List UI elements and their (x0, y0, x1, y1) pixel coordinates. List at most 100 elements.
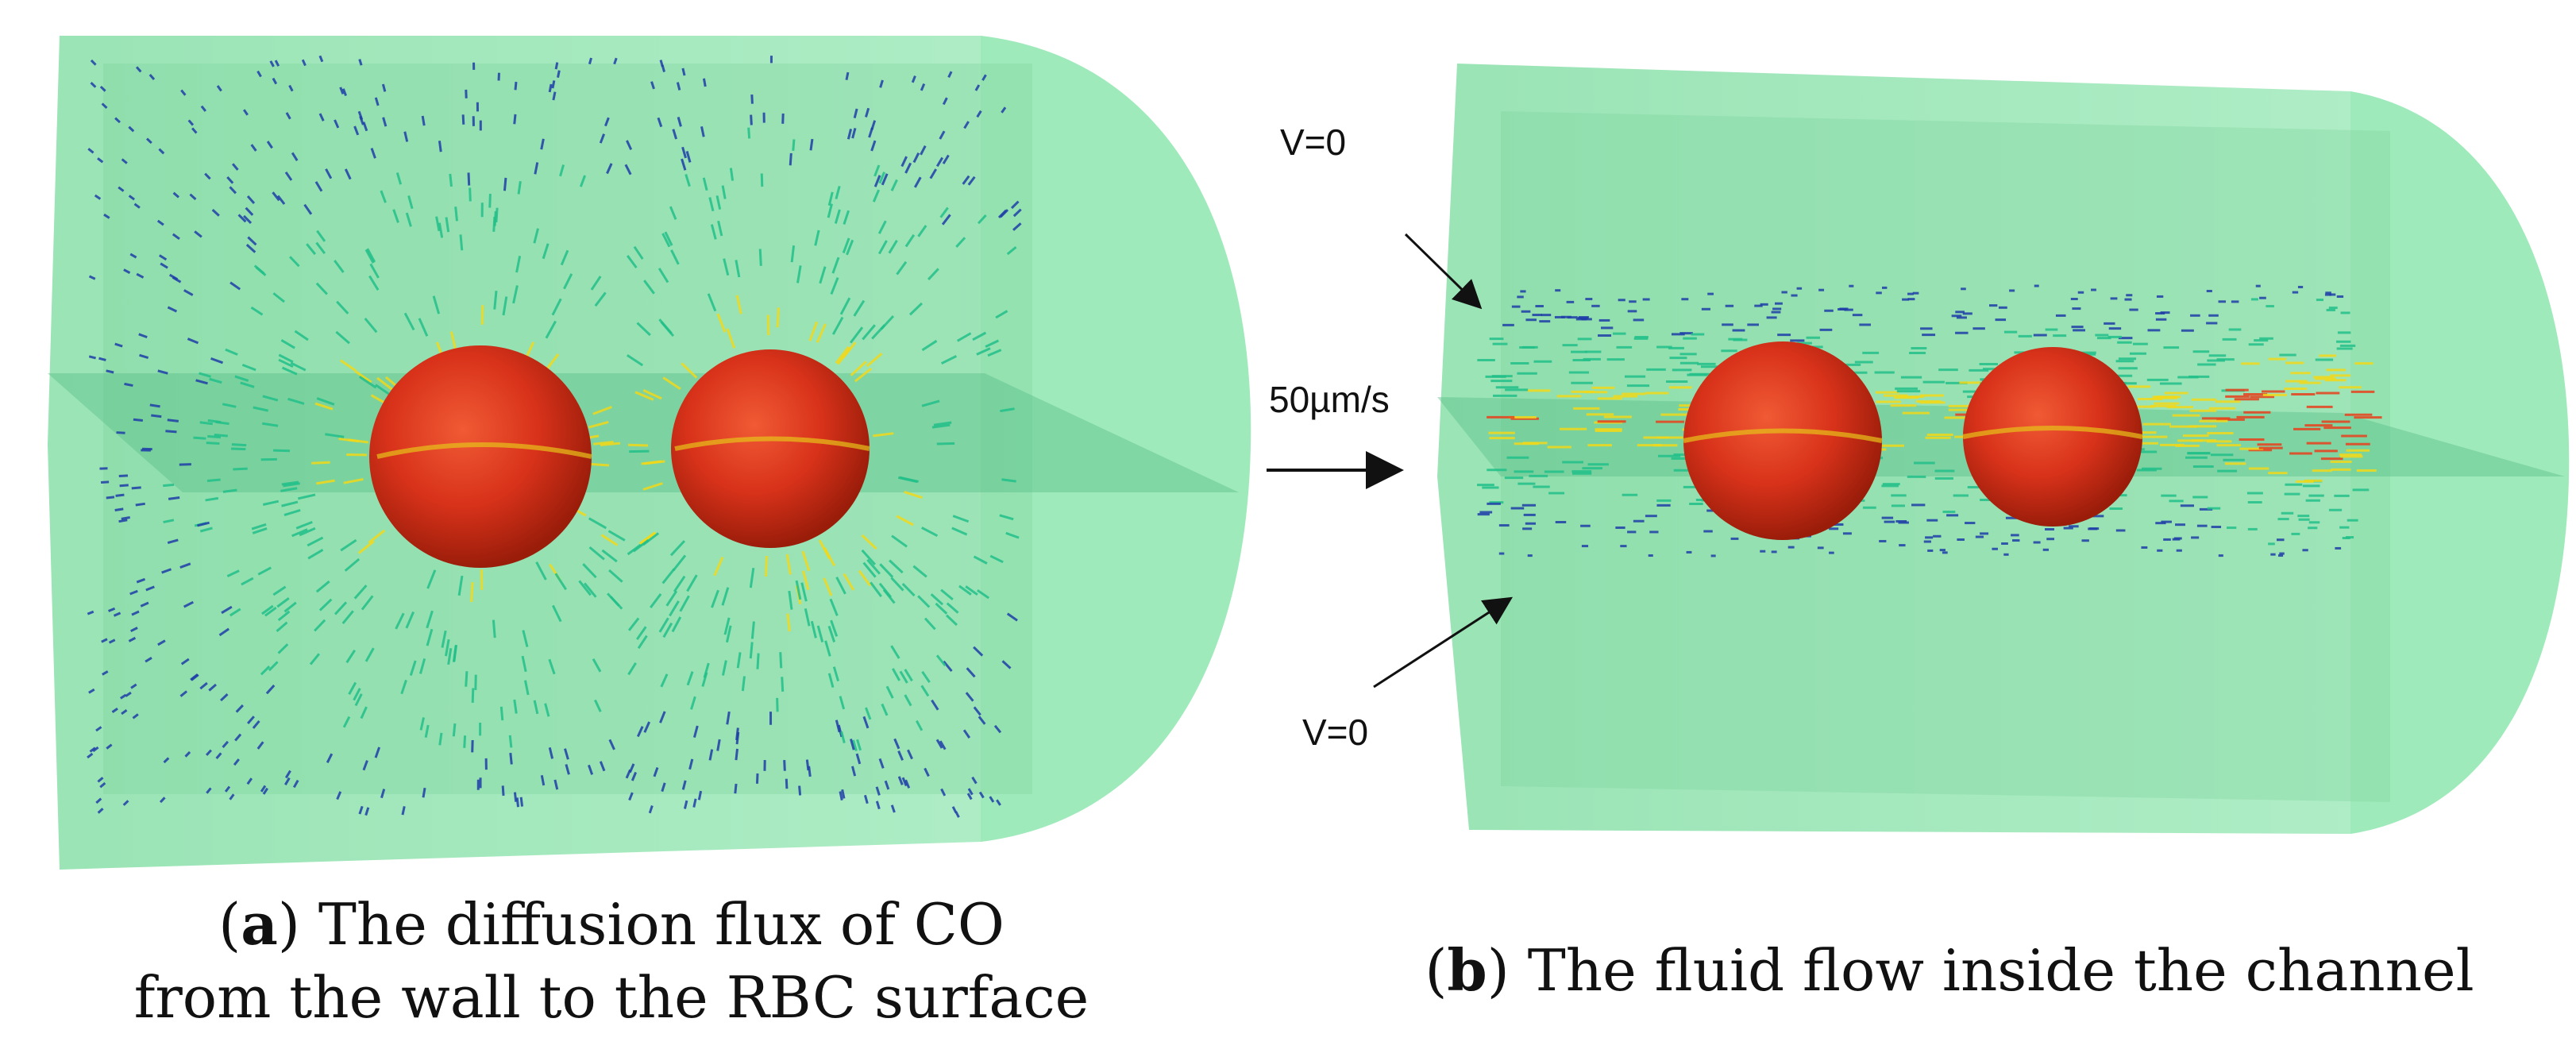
flux-vector (432, 295, 441, 314)
flux-vector (713, 557, 724, 577)
flux-vector (661, 64, 665, 72)
flux-vector (985, 339, 1000, 348)
flux-vector (307, 549, 324, 560)
flux-vector (636, 322, 651, 337)
flux-vector (993, 724, 1002, 734)
flux-vector (855, 753, 862, 765)
flux-vector (843, 210, 850, 225)
flux-vector (627, 662, 637, 676)
flux-vector (842, 237, 850, 254)
flux-vector (246, 777, 253, 785)
flux-vector (879, 79, 884, 88)
flux-vector (588, 764, 594, 775)
flux-vector (114, 507, 124, 511)
flux-vector (220, 693, 229, 702)
flux-vector (707, 293, 717, 312)
flux-vector (90, 82, 97, 88)
flux-vector (488, 194, 492, 208)
flux-vector (94, 194, 102, 200)
flux-vector (781, 677, 785, 692)
flux-vector (163, 519, 175, 524)
flux-vector (465, 671, 469, 687)
flux-vector (865, 707, 872, 720)
flux-vector (265, 684, 276, 695)
flux-vector (943, 660, 953, 673)
flux-vector (301, 59, 307, 67)
flux-vector (135, 502, 145, 507)
flux-vector (664, 231, 673, 246)
flux-vector (111, 707, 118, 714)
flux-vector (940, 788, 947, 797)
flux-vector (827, 625, 836, 642)
flux-vector (260, 665, 271, 676)
flux-vector (268, 661, 279, 672)
flux-vector (956, 332, 972, 342)
flux-vector (167, 538, 179, 544)
panel-a-mid-plane (48, 373, 1239, 492)
flux-vector (878, 172, 886, 184)
flux-vector (459, 234, 464, 251)
flux-vector (942, 154, 950, 164)
flux-vector (552, 604, 562, 623)
flux-vector (624, 164, 632, 176)
flux-vector (735, 295, 742, 314)
panel-a-flux-vectors (87, 55, 1022, 818)
flux-vector (642, 482, 663, 491)
flux-vector (962, 175, 970, 185)
flux-vector (214, 434, 229, 438)
flux-vector (662, 622, 673, 638)
flux-vector (879, 563, 894, 578)
flux-vector (113, 611, 121, 617)
flux-vector (830, 619, 839, 637)
flux-vector (966, 793, 973, 800)
flux-vector (133, 203, 141, 209)
flux-vector (1001, 660, 1012, 669)
flux-vector (608, 569, 623, 583)
flux-vector (210, 357, 224, 365)
flux-vector (1006, 245, 1017, 256)
flux-vector (145, 585, 155, 592)
flux-vector (151, 414, 162, 419)
flux-vector (523, 680, 530, 696)
flux-vector (357, 540, 375, 554)
flux-vector (493, 291, 498, 310)
flux-vector (280, 339, 295, 349)
flux-vector (211, 209, 220, 217)
flux-vector (303, 203, 313, 215)
flux-vector (823, 577, 833, 596)
flux-vector (907, 749, 913, 760)
flux-vector (963, 121, 970, 129)
flux-vector (662, 376, 681, 391)
flux-vector (588, 546, 605, 561)
flux-vector (374, 97, 380, 106)
flux-vector (658, 617, 669, 633)
flux-vector (877, 220, 887, 234)
flux-vector (438, 732, 443, 746)
flux-vector (231, 163, 239, 171)
flux-vector (789, 152, 792, 166)
flux-vector (920, 83, 926, 91)
flux-vector (628, 792, 634, 801)
flux-vector (340, 538, 357, 552)
flux-vector (424, 724, 430, 738)
flux-vector (735, 748, 738, 761)
flux-vector (967, 788, 974, 796)
flux-vector (172, 233, 180, 241)
flux-vector (796, 265, 802, 284)
flux-vector (334, 119, 340, 129)
flux-vector (535, 561, 547, 581)
flux-vector (366, 248, 376, 263)
flux-vector (90, 59, 97, 66)
flux-vector (499, 706, 504, 721)
flux-vector (205, 749, 212, 756)
flux-vector (715, 195, 722, 210)
panel-b-rbc-1 (1683, 341, 1882, 540)
flux-vector (309, 653, 321, 665)
flux-vector (307, 536, 324, 547)
flux-vector (626, 140, 633, 151)
flux-vector (139, 353, 149, 359)
flux-vector (650, 81, 655, 90)
flux-vector (314, 619, 326, 632)
flux-vector (540, 138, 545, 150)
flux-vector (962, 729, 971, 739)
